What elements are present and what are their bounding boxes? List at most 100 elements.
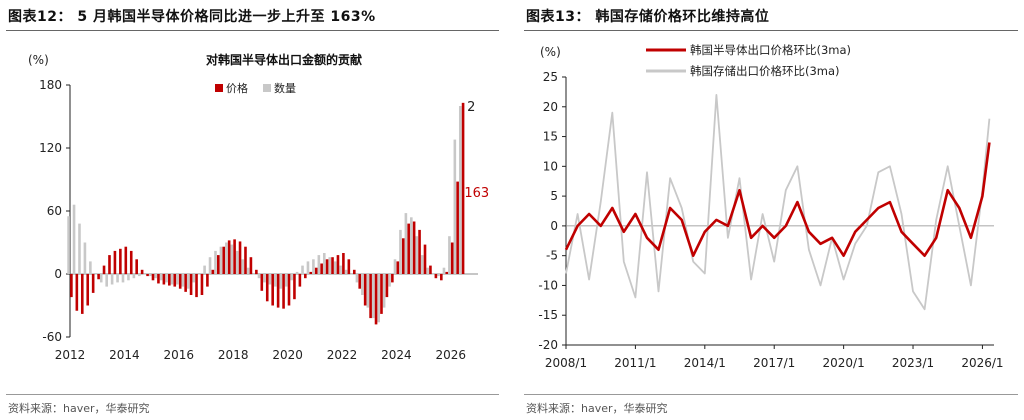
bar <box>119 248 122 274</box>
y-axis-unit: (%) <box>540 45 561 59</box>
bar <box>249 257 253 274</box>
y-tick-label: 120 <box>39 141 62 155</box>
figure-right: 图表13： 韩国存储价格环比维持高位 (%) 韩国半导体出口价格环比(3ma) 韩国… <box>518 0 1024 420</box>
bar <box>170 274 174 285</box>
bar <box>442 267 446 274</box>
bar <box>388 274 391 287</box>
bar <box>448 236 451 274</box>
bar <box>91 274 95 293</box>
bar <box>344 269 348 274</box>
x-tick-label: 2020/1 <box>823 356 865 370</box>
bar <box>159 274 163 281</box>
bar <box>154 274 157 279</box>
bar <box>309 271 313 274</box>
bar <box>306 261 310 274</box>
bar <box>445 271 449 274</box>
series-line-memory <box>565 94 991 311</box>
bar <box>184 274 187 292</box>
bar <box>70 274 73 298</box>
bar <box>116 274 119 283</box>
bar <box>429 265 432 274</box>
legend-swatch <box>263 84 271 92</box>
y-tick-label: -15 <box>538 308 558 322</box>
bar <box>157 274 160 284</box>
bar <box>420 255 424 274</box>
bar <box>314 267 318 274</box>
bar <box>230 244 234 274</box>
bar <box>304 274 307 279</box>
bar <box>274 274 277 287</box>
bar <box>339 265 342 274</box>
bar <box>181 274 185 287</box>
figure-title: 图表12： 5 月韩国半导体价格同比进一步上升至 163% <box>8 9 376 25</box>
y-tick-label: 0 <box>550 219 558 233</box>
bar <box>458 106 462 274</box>
y-tick-label: 0 <box>54 267 62 281</box>
bar <box>162 274 166 285</box>
bar <box>241 259 244 274</box>
bar <box>434 274 438 279</box>
bar <box>143 274 147 275</box>
bar <box>121 274 125 283</box>
bar <box>399 229 402 274</box>
figure-title: 图表13： 韩国存储价格环比维持高位 <box>526 9 770 25</box>
bar <box>225 242 228 274</box>
bar <box>293 274 296 300</box>
bar <box>320 263 323 274</box>
bar <box>78 223 81 274</box>
x-tick-label: 2011/1 <box>614 356 656 370</box>
bar <box>246 267 250 274</box>
y-tick-label: 25 <box>543 70 558 84</box>
bar <box>148 274 152 277</box>
bar <box>461 102 465 274</box>
bar <box>336 255 340 274</box>
bar <box>282 274 285 309</box>
legend-label: 韩国存储出口价格环比(3ma) <box>690 64 840 78</box>
bar <box>276 274 280 308</box>
bar <box>138 274 141 277</box>
bar <box>165 274 168 283</box>
bar <box>127 274 130 281</box>
bar <box>290 274 293 281</box>
bar <box>322 253 326 274</box>
series-line-semiconductor <box>564 142 991 257</box>
bar <box>366 274 370 308</box>
data-annotation: 2 <box>467 100 475 115</box>
bar <box>235 250 239 274</box>
bar <box>80 274 84 314</box>
bar <box>263 274 266 283</box>
bar <box>415 236 419 274</box>
x-tick-label: 2014/1 <box>684 356 726 370</box>
bar <box>284 274 288 287</box>
bar <box>206 274 209 287</box>
bar <box>132 274 136 279</box>
bar <box>355 274 359 283</box>
y-tick-label: 10 <box>543 159 558 173</box>
bar <box>89 261 92 274</box>
bar <box>265 274 269 302</box>
bar <box>298 274 302 287</box>
bar <box>189 274 193 295</box>
bar <box>186 274 190 289</box>
x-tick-label: 2020 <box>272 348 303 362</box>
bar <box>412 221 416 274</box>
bar <box>129 250 133 274</box>
bar <box>369 274 372 319</box>
bar <box>440 274 443 281</box>
source-divider <box>6 394 499 395</box>
bar <box>227 240 231 274</box>
bar <box>216 255 220 274</box>
bar <box>257 274 261 279</box>
x-tick-label: 2018 <box>218 348 249 362</box>
bar <box>423 244 427 274</box>
figure-left: 图表12： 5 月韩国半导体价格同比进一步上升至 163% 对韩国半导体出口金额… <box>0 0 505 420</box>
bar <box>97 274 100 280</box>
bar <box>418 229 421 274</box>
bar <box>431 274 435 275</box>
bar <box>146 274 149 277</box>
y-axis-unit: (%) <box>28 53 49 67</box>
bar <box>380 274 383 314</box>
bar <box>268 274 272 285</box>
bar <box>342 253 345 274</box>
bar <box>331 257 334 274</box>
